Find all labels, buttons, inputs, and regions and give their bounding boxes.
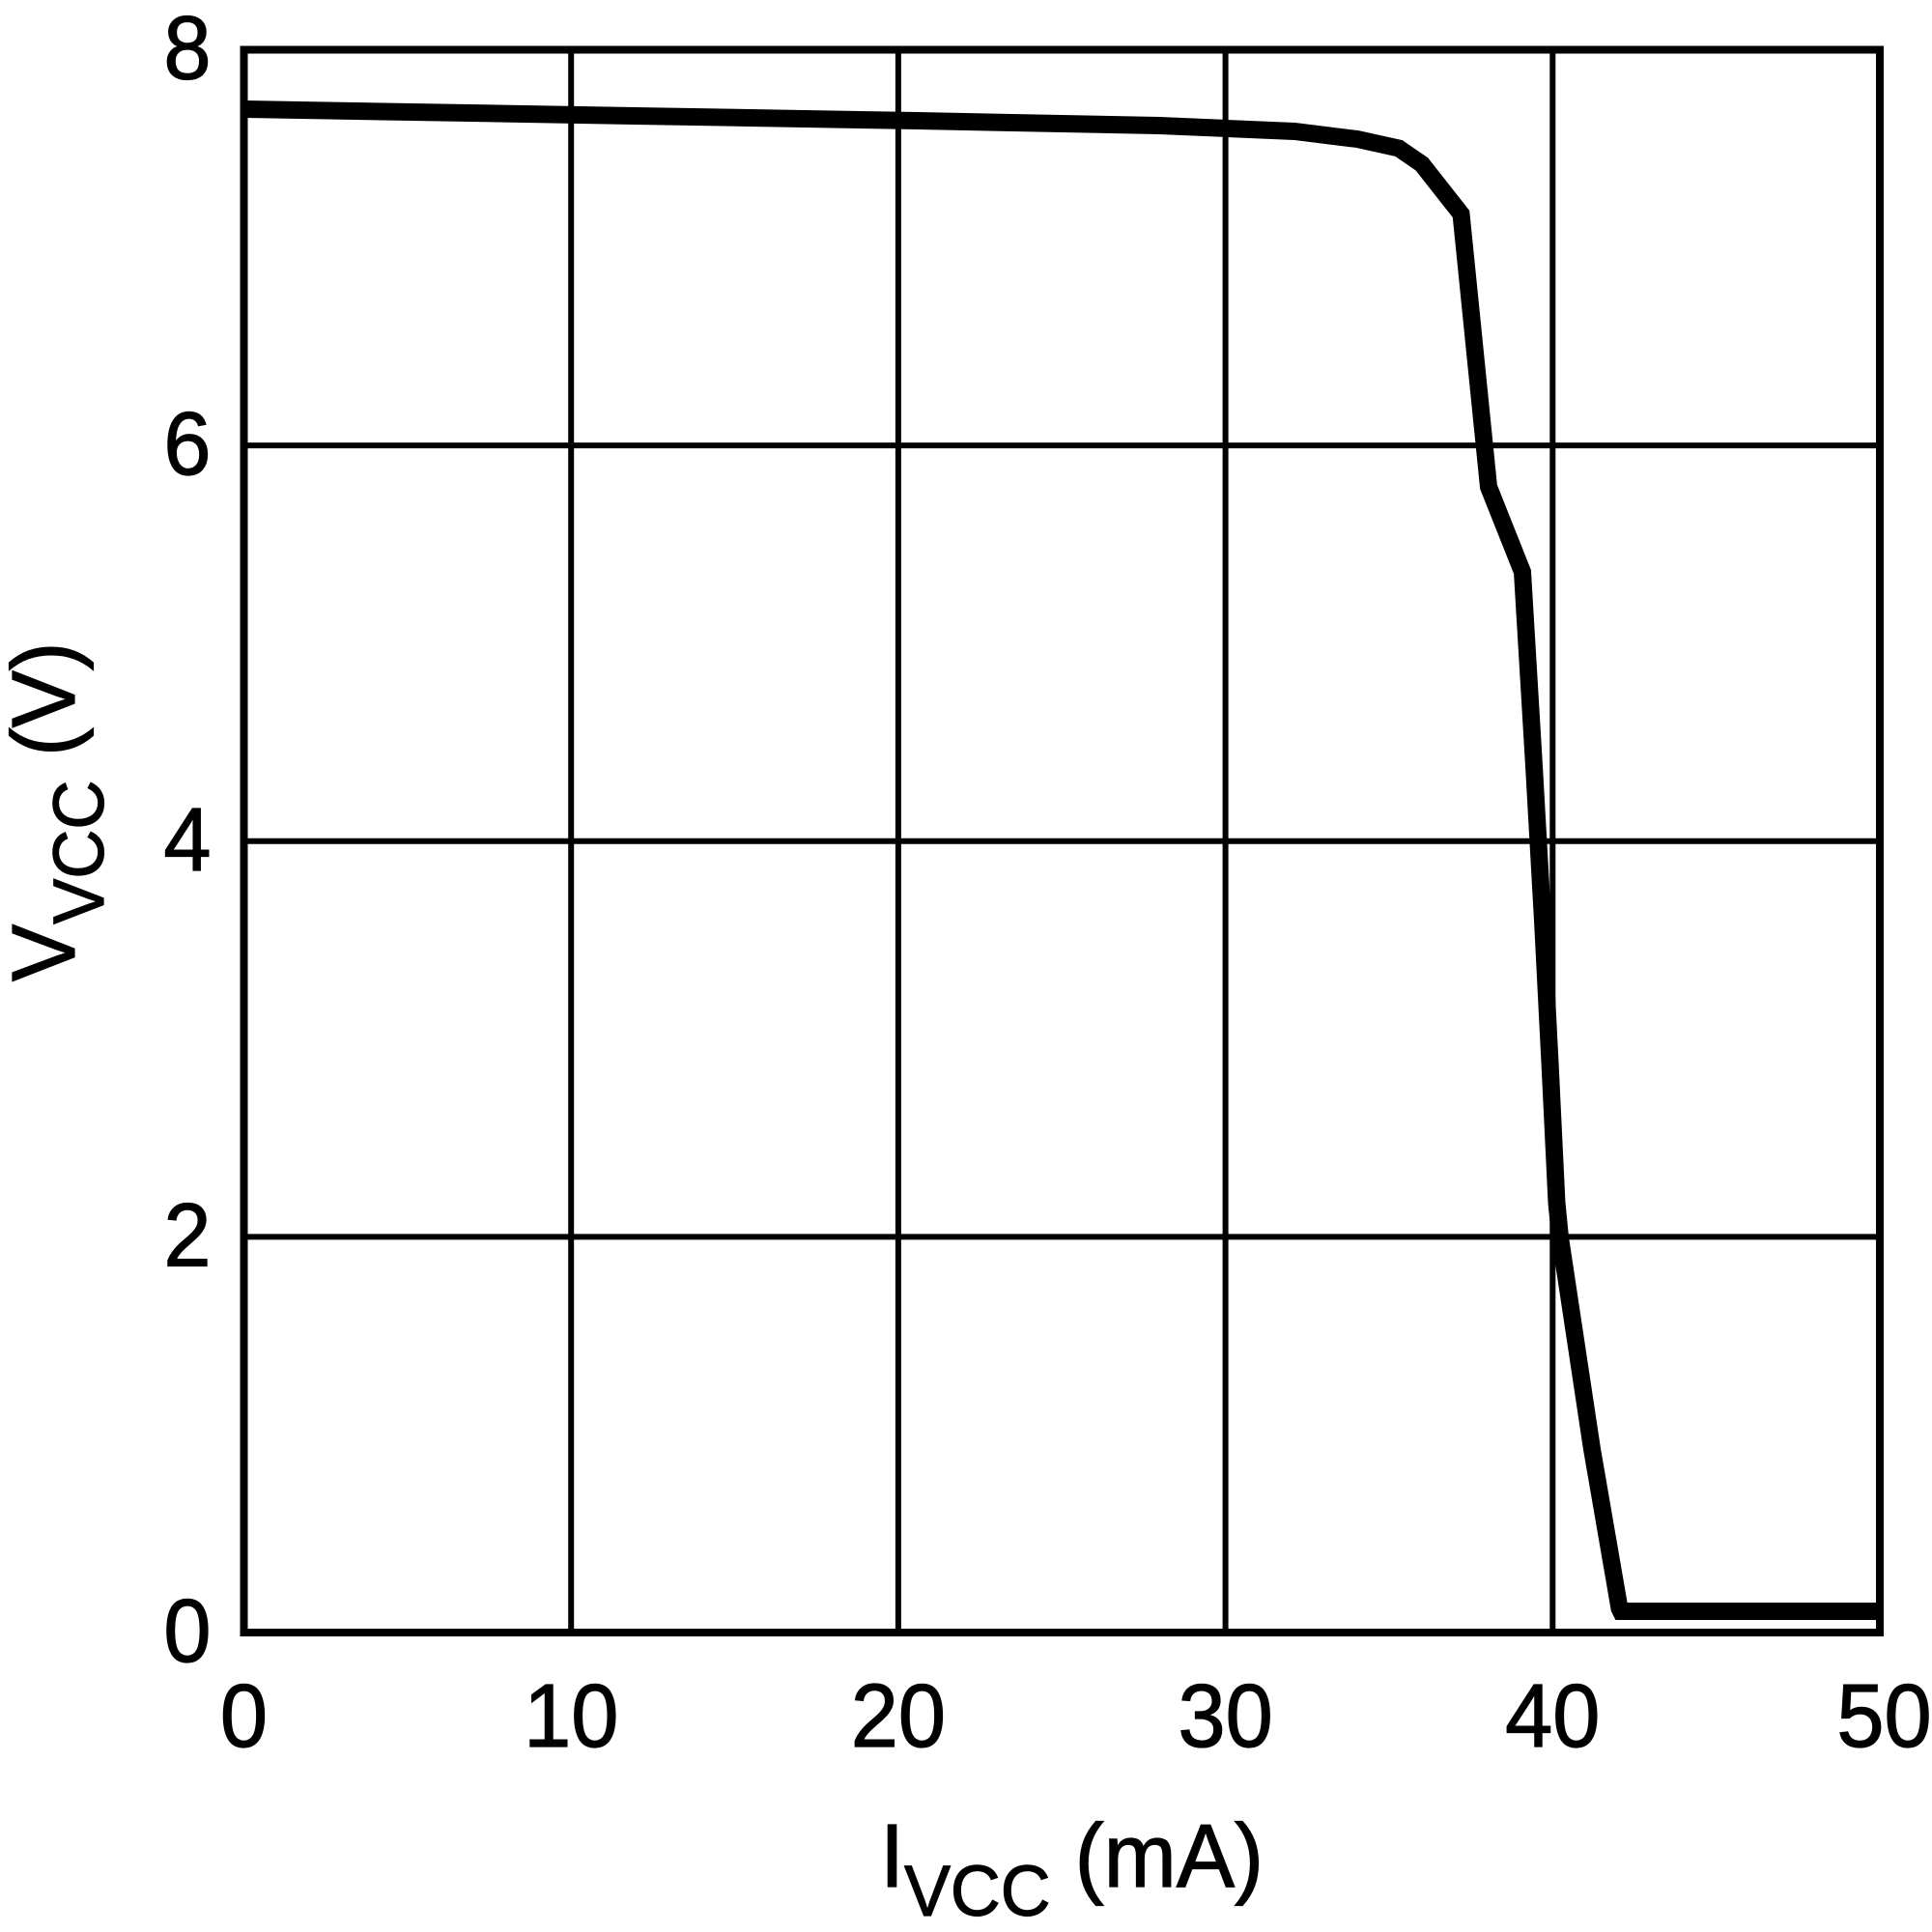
svg-text:0: 0 xyxy=(220,1666,268,1767)
svg-text:4: 4 xyxy=(163,790,211,891)
svg-text:8: 8 xyxy=(163,0,211,99)
svg-text:20: 20 xyxy=(851,1666,946,1767)
svg-text:10: 10 xyxy=(524,1666,618,1767)
svg-text:6: 6 xyxy=(163,394,211,495)
svg-text:0: 0 xyxy=(163,1581,211,1682)
svg-text:30: 30 xyxy=(1178,1666,1272,1767)
svg-text:2: 2 xyxy=(163,1185,211,1286)
svg-text:50: 50 xyxy=(1836,1666,1931,1767)
svg-text:40: 40 xyxy=(1505,1666,1600,1767)
